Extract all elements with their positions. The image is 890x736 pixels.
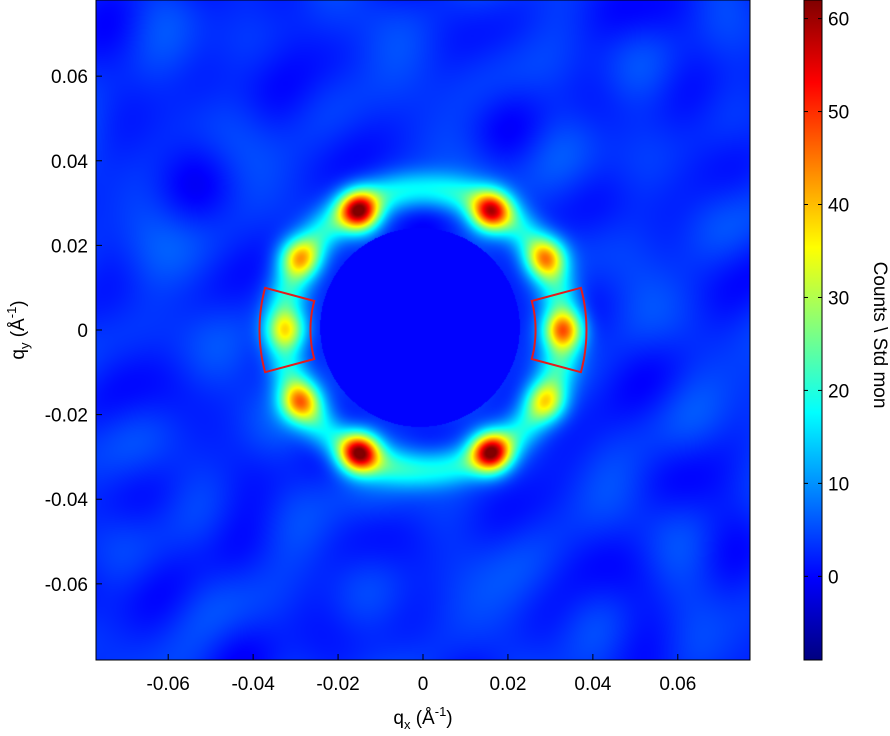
colorbar-tick-label: 10 [828,474,849,495]
x-axis-label: qx (Å-1) [393,704,452,732]
x-tick-label: -0.06 [147,674,190,695]
x-tick-label: 0.06 [659,674,696,695]
y-tick-label: -0.04 [45,490,89,511]
right-sector [530,286,588,374]
x-axis: -0.06 -0.04 -0.02 0 0.02 0.04 0.06 [147,654,696,695]
sector-overlays [258,286,588,374]
y-tick-label: -0.02 [45,406,88,427]
heatmap-image [96,0,750,660]
colorbar-tick-label: 40 [828,196,849,217]
colorbar-tick-label: 20 [828,381,849,402]
colorbar-tick-label: 30 [828,288,849,309]
x-tick-label: -0.04 [231,674,275,695]
colorbar: 0 10 20 30 40 50 60 Counts \ Std mon [803,0,890,661]
colorbar-tick-label: 50 [828,103,849,124]
y-axis-label: qy (Å-1) [4,300,32,359]
y-tick-label: 0 [77,321,88,342]
colorbar-label: Counts \ Std mon [869,262,890,409]
y-tick-label: -0.06 [45,575,88,596]
colorbar-tick-label: 0 [828,567,839,588]
colorbar-ticks: 0 10 20 30 40 50 60 [804,10,849,588]
heatmap-plot [95,0,751,661]
colorbar-gradient [803,0,823,661]
x-tick-label: 0 [418,674,429,695]
x-tick-label: 0.02 [489,674,526,695]
y-axis: -0.06 -0.04 -0.02 0 0.02 0.04 0.06 [45,67,102,596]
y-tick-label: 0.06 [51,67,88,88]
x-tick-label: 0.04 [574,674,611,695]
left-sector [258,286,316,374]
heatmap-image-wrap [96,0,750,660]
y-tick-label: 0.02 [51,236,88,257]
colorbar-tick-label: 60 [828,10,849,31]
x-tick-label: -0.02 [316,674,359,695]
y-tick-label: 0.04 [51,152,88,173]
